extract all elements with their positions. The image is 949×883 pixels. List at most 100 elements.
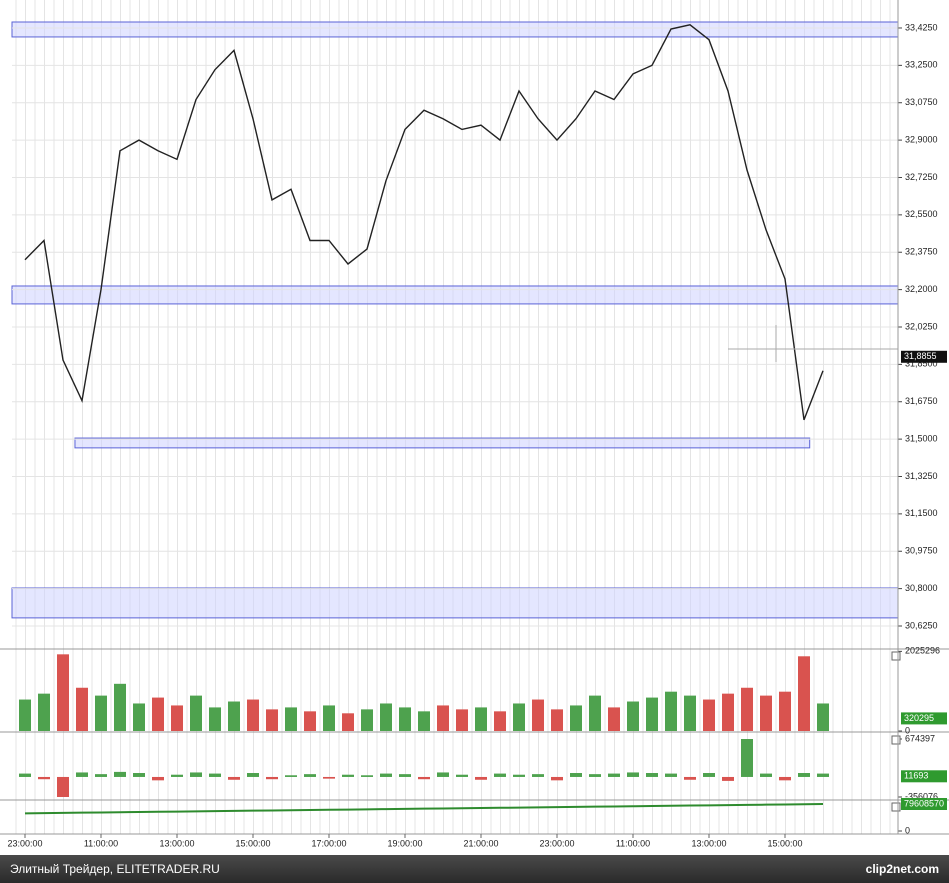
- bar: [627, 772, 639, 777]
- y-tick-label: 32,9000: [905, 134, 938, 144]
- bar: [190, 695, 202, 731]
- y-tick-label: -356076: [905, 791, 938, 801]
- y-tick-label: 33,4250: [905, 22, 938, 32]
- bar: [247, 699, 259, 731]
- footer: Элитный Трейдер, ELITETRADER.RU clip2net…: [0, 855, 949, 883]
- y-tick-label: 674397: [905, 733, 935, 743]
- y-tick-label: 31,5000: [905, 433, 938, 443]
- bar: [494, 711, 506, 731]
- bar: [779, 776, 791, 781]
- y-tick-label: 33,0750: [905, 97, 938, 107]
- panel-close-icon: [891, 651, 901, 661]
- bar: [152, 697, 164, 731]
- bar: [380, 773, 392, 777]
- zone: [11, 21, 899, 38]
- bar: [456, 709, 468, 731]
- y-tick-label: 32,0250: [905, 321, 938, 331]
- bar: [76, 687, 88, 731]
- bar: [646, 697, 658, 731]
- x-tick-label: 19:00:00: [387, 838, 422, 848]
- bar: [228, 776, 240, 780]
- bar: [760, 695, 772, 731]
- bar: [798, 656, 810, 731]
- chart: 33,4250 33,2500 33,0750 32,9000 32,7250 32,55…: [0, 0, 949, 849]
- bar: [684, 695, 696, 731]
- bar: [513, 703, 525, 731]
- x-tick-label: 11:00:00: [84, 838, 118, 848]
- bar: [133, 703, 145, 731]
- y-tick-label: 32,5500: [905, 209, 938, 219]
- bar: [266, 776, 278, 780]
- y-tick-label: 31,8500: [905, 359, 938, 369]
- bar: [57, 654, 69, 731]
- footer-left: Элитный Трейдер, ELITETRADER.RU: [10, 862, 220, 876]
- bar: [532, 699, 544, 731]
- bar: [152, 776, 164, 781]
- bar: [437, 705, 449, 731]
- bar: [437, 772, 449, 777]
- bar: [817, 703, 829, 731]
- bar: [570, 773, 582, 777]
- bar: [171, 705, 183, 731]
- x-tick-label: 15:00:00: [767, 838, 802, 848]
- last-value-label: 31,8855: [904, 351, 937, 361]
- last-value-box: [901, 350, 947, 363]
- y-tick-label: 0: [905, 725, 910, 735]
- y-tick-label: 32,7250: [905, 172, 938, 182]
- bar: [760, 773, 772, 777]
- bar: [475, 707, 487, 731]
- y-tick-label: 30,9750: [905, 546, 938, 556]
- last-value-box: [901, 797, 947, 810]
- bar: [703, 773, 715, 777]
- bar: [665, 773, 677, 777]
- bar: [38, 693, 50, 731]
- bar: [741, 687, 753, 731]
- bar: [38, 776, 50, 780]
- last-value-label: 320295: [904, 713, 934, 723]
- bar: [361, 709, 373, 731]
- bar: [741, 739, 753, 777]
- bar: [361, 775, 373, 777]
- bar: [266, 709, 278, 731]
- bar: [798, 773, 810, 777]
- bar: [570, 705, 582, 731]
- footer-right[interactable]: clip2net.com: [865, 862, 939, 876]
- bar: [57, 776, 69, 797]
- bar: [703, 699, 715, 731]
- price-line: [24, 802, 824, 815]
- bar: [304, 774, 316, 777]
- y-tick-label: 30,8000: [905, 583, 938, 593]
- x-tick-label: 15:00:00: [235, 838, 270, 848]
- bar: [380, 703, 392, 731]
- zone: [11, 285, 899, 305]
- bar: [608, 773, 620, 777]
- bar: [418, 776, 430, 780]
- bar: [190, 772, 202, 777]
- last-value-box: [901, 770, 947, 783]
- bar: [418, 711, 430, 731]
- last-value-box: [901, 712, 947, 725]
- bar: [114, 683, 126, 731]
- bar: [456, 774, 468, 777]
- y-tick-label: 31,6750: [905, 396, 938, 406]
- zone: [74, 437, 811, 449]
- bar: [133, 773, 145, 777]
- bar: [323, 705, 335, 731]
- x-tick-label: 13:00:00: [691, 838, 726, 848]
- x-tick-label: 21:00:00: [463, 838, 498, 848]
- bar: [684, 776, 696, 780]
- bar: [95, 774, 107, 777]
- x-tick-label: 23:00:00: [539, 838, 574, 848]
- y-tick-label: 33,2500: [905, 60, 938, 70]
- bar: [722, 693, 734, 731]
- last-value-label: 79608570: [904, 798, 944, 808]
- x-tick-label: 23:00:00: [7, 838, 42, 848]
- bar: [608, 707, 620, 731]
- bar: [646, 773, 658, 777]
- bar: [323, 776, 335, 779]
- bar: [551, 776, 563, 781]
- y-tick-label: 30,6250: [905, 620, 938, 630]
- bar: [209, 773, 221, 777]
- bar: [513, 774, 525, 777]
- bar: [95, 695, 107, 731]
